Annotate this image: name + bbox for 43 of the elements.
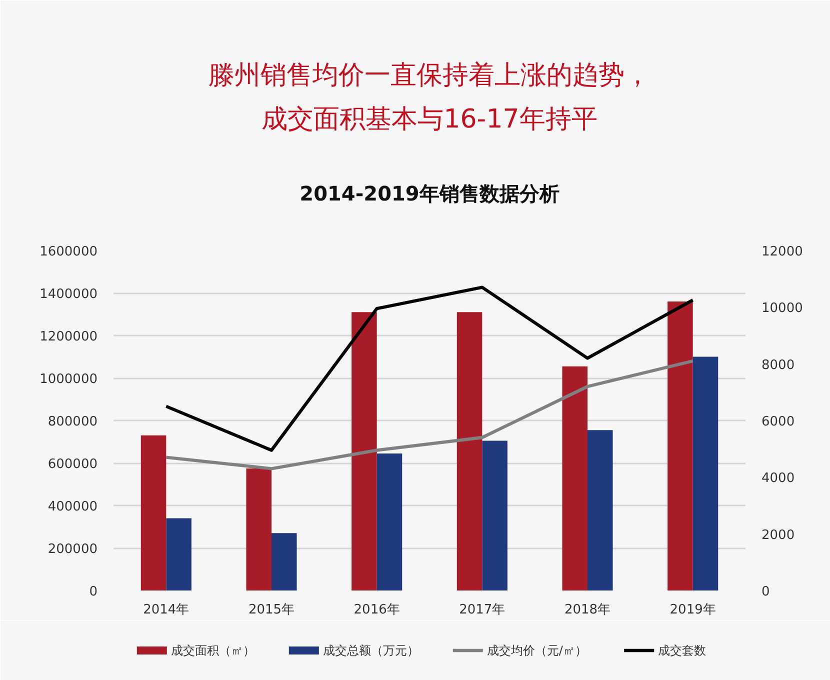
x-tick-label: 2015年 (248, 602, 295, 618)
y2-tick-label: 6000 (762, 414, 795, 430)
y-tick-label: 1600000 (40, 244, 98, 260)
chart-title: 2014-2019年销售数据分析 (300, 182, 560, 206)
bar (692, 356, 718, 590)
y-tick-label: 1400000 (40, 287, 98, 302)
text: 成交面积基本与16-17年持平 (262, 104, 598, 134)
bar (246, 468, 272, 590)
x-tick-label: 2019年 (670, 602, 716, 618)
bar (272, 533, 297, 590)
legend-label: 成交面积（㎡） (170, 644, 255, 658)
y-tick-label: 800000 (48, 414, 98, 430)
bar (352, 312, 377, 590)
line-series (164, 286, 694, 452)
bar (140, 435, 166, 590)
y2-tick-label: 12000 (762, 244, 803, 260)
y-tick-label: 200000 (48, 542, 98, 557)
y2-tick-label: 2000 (762, 528, 795, 543)
y-tick-label: 1200000 (40, 330, 98, 344)
y2-tick-label: 0 (762, 584, 770, 600)
x-tick-label: 2017年 (459, 602, 506, 618)
bar (562, 366, 588, 590)
legend-label: 成交套数 (658, 644, 706, 658)
bar (588, 430, 613, 590)
text: 滕州销售均价一直保持着上涨的趋势， (208, 60, 650, 90)
line-series (164, 359, 694, 470)
bar (668, 302, 693, 590)
y-tick-label: 400000 (48, 500, 98, 514)
y-tick-label: 0 (89, 584, 98, 600)
bar (482, 440, 508, 590)
y2-tick-label: 8000 (762, 358, 795, 373)
y2-tick-label: 4000 (762, 471, 795, 486)
x-tick-label: 2016年 (354, 602, 400, 618)
y-tick-label: 600000 (48, 457, 98, 472)
x-tick-label: 2018年 (564, 602, 611, 618)
x-tick-label: 2014年 (143, 602, 190, 618)
bar (456, 312, 482, 590)
bar (166, 518, 192, 590)
y-tick-label: 1000000 (40, 372, 98, 387)
legend-label: 成交均价（元/㎡） (486, 644, 587, 658)
legend-label: 成交总额（万元） (322, 644, 419, 658)
y2-tick-label: 10000 (762, 301, 803, 316)
bar (376, 453, 402, 590)
